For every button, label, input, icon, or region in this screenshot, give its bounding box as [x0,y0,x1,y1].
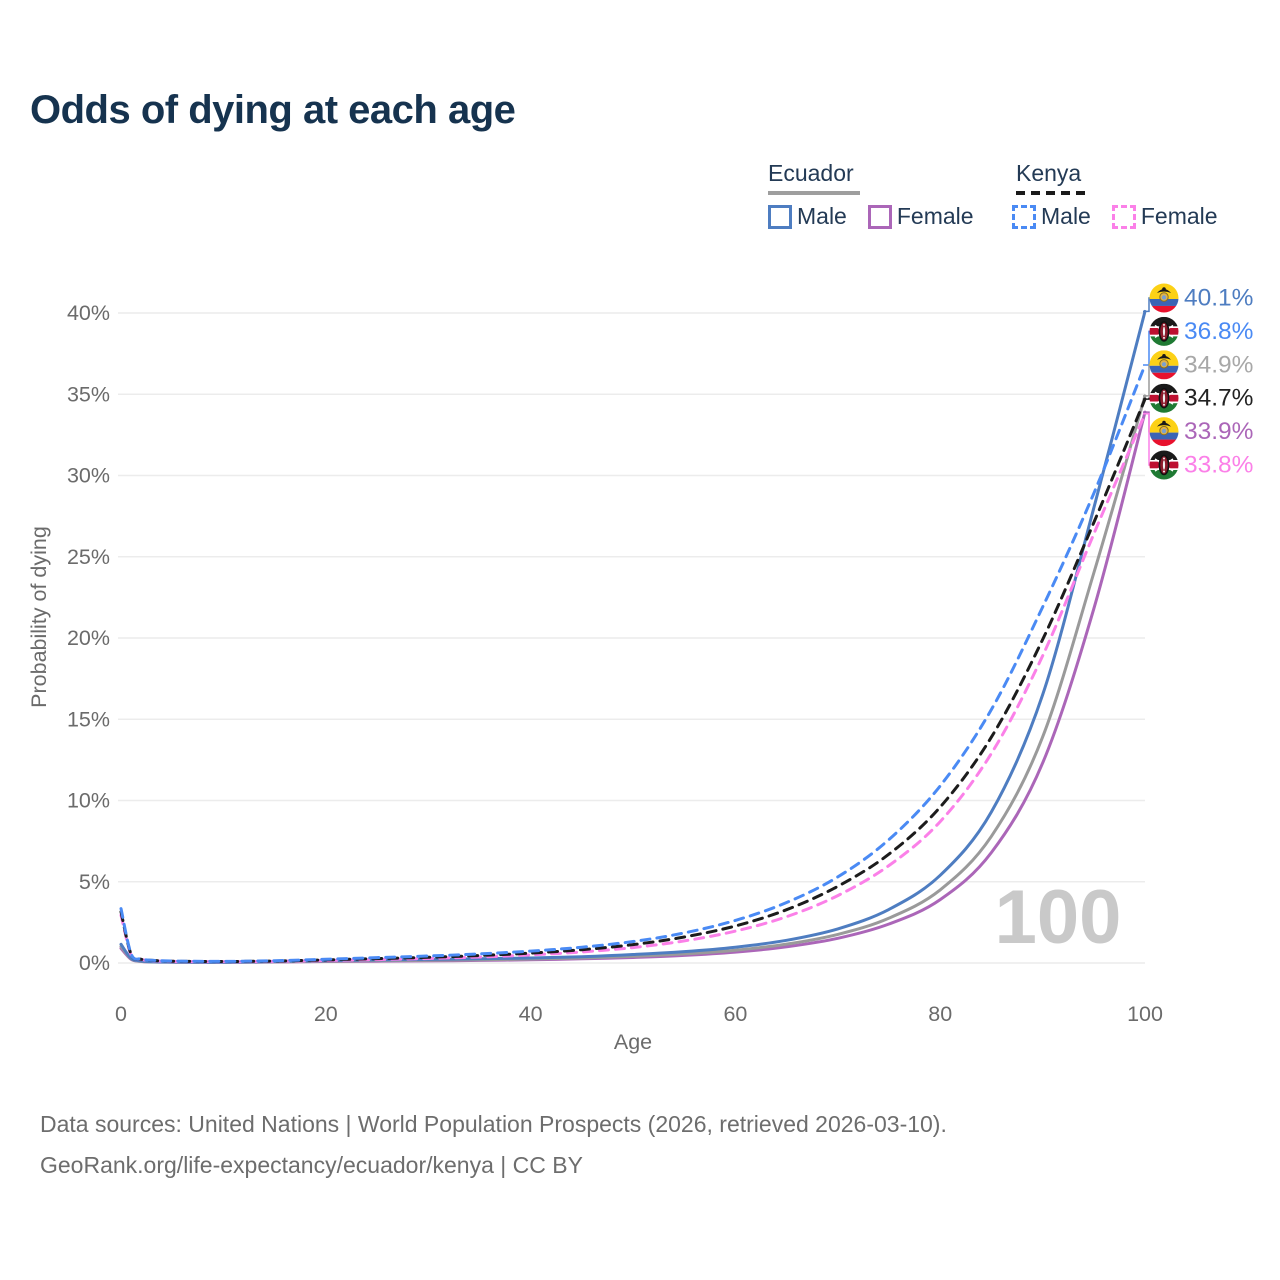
legend-item-ecuador-male[interactable]: Male [768,203,847,230]
y-tick-label-20: 20% [67,626,110,650]
end-value-label-kenya-male: 36.8% [1184,318,1253,345]
end-value-label-ecuador-both-sexes: 34.9% [1184,351,1253,378]
y-tick-label-40: 40% [67,301,110,325]
x-tick-label-60: 60 [723,1002,747,1026]
series-line-kenya-both-sexes[interactable] [119,397,1147,964]
x-tick-label-0: 0 [115,1002,127,1026]
legend-row-ecuador: Male Female [768,203,995,230]
legend-label-kenya-female[interactable]: Female [1140,203,1218,229]
flag-icon-ecuador [1149,417,1179,447]
x-tick-label-20: 20 [314,1002,338,1026]
legend-swatch-ecuador-male[interactable] [768,204,792,229]
footer-source-line2: GeoRank.org/life-expectancy/ecuador/keny… [40,1152,583,1178]
y-tick-label-10: 10% [67,789,110,813]
y-tick-label-0: 0% [79,951,110,975]
series-line-kenya-female[interactable] [119,412,1147,964]
legend-country-ecuador: Ecuador [768,160,854,186]
series-line-ecuador-female[interactable] [119,410,1147,964]
flag-icon-ecuador [1149,350,1179,380]
flag-icon-ecuador [1149,283,1179,313]
series-line-kenya-male[interactable] [119,363,1147,963]
legend-label-ecuador-female[interactable]: Female [896,203,974,229]
flag-icon-kenya [1149,450,1179,480]
legend-item-ecuador-female[interactable]: Female [867,203,974,230]
legend-item-kenya-male[interactable]: Male [1012,203,1091,230]
flag-icon-kenya [1149,316,1179,346]
legend-swatch-kenya-female[interactable] [1111,204,1136,229]
legend-underline-kenya [1016,191,1090,195]
series-line-ecuador-male[interactable] [119,309,1147,964]
page-title: Odds of dying at each age [30,88,516,132]
flag-icon-kenya [1149,383,1179,413]
x-tick-label-80: 80 [928,1002,952,1026]
end-connector-5 [1143,413,1152,466]
end-value-label-kenya-both-sexes: 34.7% [1184,385,1253,412]
end-value-label-ecuador-male: 40.1% [1184,285,1253,312]
y-tick-label-30: 30% [67,464,110,488]
y-tick-label-35: 35% [67,382,110,406]
legend-swatch-kenya-male[interactable] [1012,204,1036,229]
legend-swatch-ecuador-female[interactable] [867,204,892,229]
end-value-label-kenya-female: 33.8% [1184,452,1253,479]
end-value-label-ecuador-female: 33.9% [1184,418,1253,445]
y-tick-label-25: 25% [67,545,110,569]
series-line-ecuador-both-sexes[interactable] [119,394,1147,964]
y-axis-title: Probability of dying [27,526,51,708]
x-axis-title: Age [614,1030,652,1054]
footer-source-line1: Data sources: United Nations | World Pop… [40,1111,947,1137]
legend-item-kenya-female[interactable]: Female [1111,203,1218,230]
legend-country-kenya: Kenya [1016,160,1082,186]
x-tick-label-40: 40 [519,1002,543,1026]
legend-row-kenya: Male Female [1012,203,1239,230]
y-tick-label-15: 15% [67,707,110,731]
y-tick-label-5: 5% [79,870,110,894]
legend-label-ecuador-male[interactable]: Male [797,203,847,229]
x-tick-label-100: 100 [1127,1002,1163,1026]
legend-underline-ecuador [768,191,860,195]
legend-label-kenya-male[interactable]: Male [1041,203,1091,229]
age-watermark: 100 [995,875,1122,960]
footer: Data sources: United Nations | World Pop… [40,1104,947,1186]
